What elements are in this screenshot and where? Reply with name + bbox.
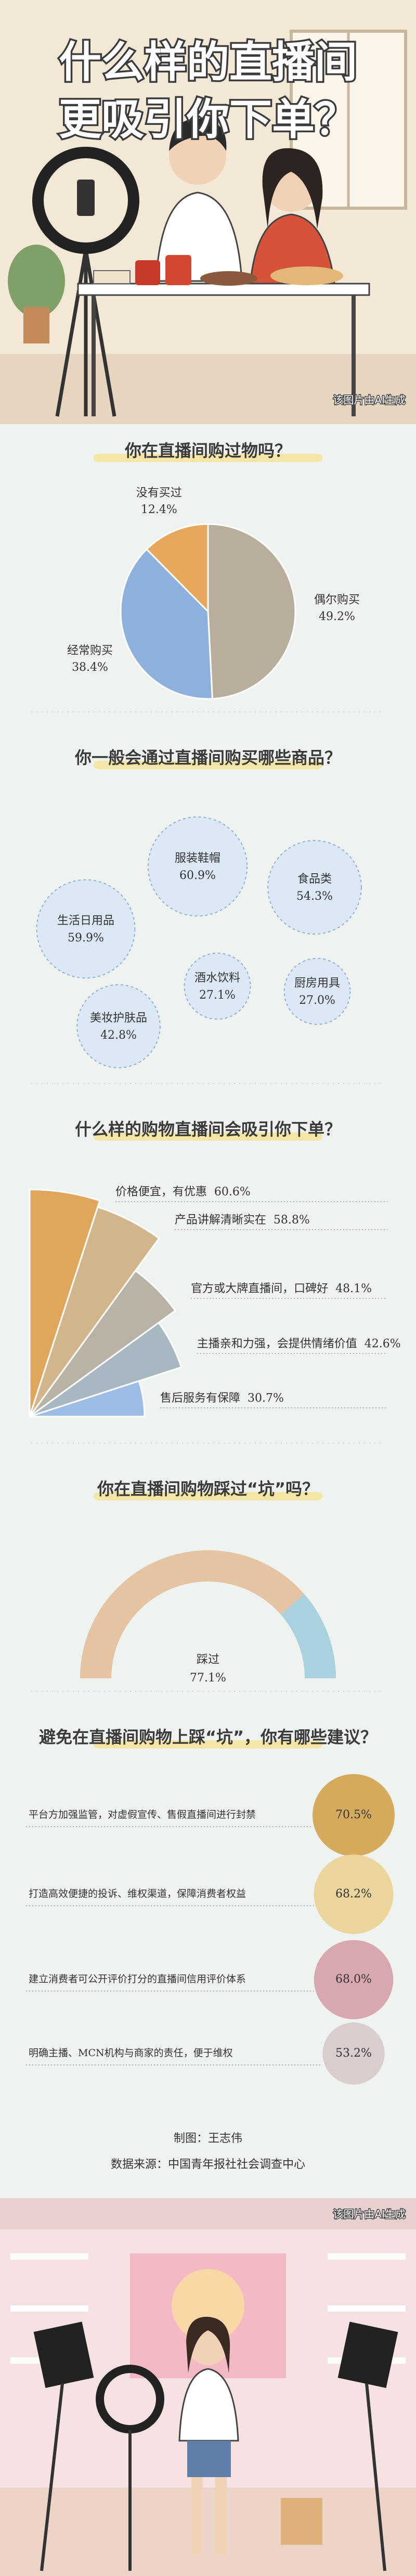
- fan-value: 58.8%: [274, 1214, 310, 1227]
- slice-label: 偶尔购买: [314, 593, 360, 606]
- section-title: 你在直播间购过物吗？: [124, 441, 291, 461]
- bubble: [36, 879, 136, 979]
- header-title: 更吸引你下单？: [59, 95, 357, 144]
- bubble-value: 54.3%: [296, 890, 333, 903]
- image-note: 该图片由AI生成: [333, 394, 406, 406]
- title-highlight: [94, 454, 322, 462]
- suggestion-value: 68.2%: [335, 1888, 372, 1901]
- section-title: 你一般会通过直播间购买哪些商品？: [74, 748, 341, 768]
- header-title: 什么样的直播间: [59, 37, 357, 87]
- fan-category: 价格便宜，有优惠: [115, 1185, 207, 1198]
- credit: 制图：王志伟: [174, 2132, 242, 2145]
- suggestion: 建立消费者可公开评价打分的直播间信用评价体系: [29, 1973, 246, 1985]
- fan-label: 售后服务有保障 30.7%: [160, 1392, 284, 1405]
- bubble: [267, 840, 362, 935]
- fan-value: 30.7%: [248, 1392, 284, 1405]
- gauge-label: 踩过: [197, 1653, 219, 1666]
- fan-wedge: [29, 1269, 177, 1418]
- fan-category: 产品讲解清晰实在: [175, 1214, 266, 1227]
- suggestion-bubble: [314, 1940, 394, 2020]
- suggestion-value: 68.0%: [335, 1973, 372, 1986]
- fan-wedge: [29, 1321, 183, 1418]
- bubble: [76, 984, 161, 1068]
- suggestion: 明确主播、MCN机构与商家的责任，便于维权: [29, 2047, 233, 2059]
- bubble-label: 美妆护肤品: [90, 1012, 147, 1025]
- title-highlight: [94, 761, 322, 769]
- fan-value: 48.1%: [335, 1282, 372, 1295]
- section-title: 避免在直播间购物上踩“坑”，你有哪些建议？: [39, 1727, 377, 1747]
- fan-category: 售后服务有保障: [160, 1392, 240, 1405]
- fan-wedge: [29, 1189, 101, 1417]
- pie-slice: [207, 523, 296, 700]
- section-title: 你在直播间购物踩过“坑”吗？: [97, 1479, 319, 1499]
- fan-category: 主播亲和力强，会提供情绪价值: [197, 1337, 357, 1350]
- bubble-label: 食品类: [297, 873, 332, 886]
- bubble: [147, 816, 248, 917]
- suggestion-bubble: [314, 1854, 394, 1934]
- section-title: 什么样的购物直播间会吸引你下单？: [75, 1119, 341, 1139]
- fan-value: 42.6%: [365, 1337, 401, 1350]
- suggestion-bubble: [322, 2022, 385, 2085]
- footer-illustration: [0, 2198, 416, 2576]
- fan-wedge: [29, 1206, 160, 1417]
- header-illustration: [0, 0, 416, 424]
- fan-label: 主播亲和力强，会提供情绪价值 42.6%: [197, 1337, 401, 1350]
- fan-value: 60.6%: [214, 1185, 251, 1198]
- title-highlight: [94, 1492, 322, 1500]
- bubble-value: 60.9%: [179, 869, 216, 882]
- bubble-label: 服装鞋帽: [175, 852, 220, 865]
- pie-slice: [145, 523, 209, 614]
- bubble-label: 酒水饮料: [194, 972, 240, 985]
- fan-category: 官方或大牌直播间，口碑好: [191, 1282, 328, 1295]
- slice-value: 49.2%: [319, 610, 355, 623]
- bubble: [283, 958, 351, 1025]
- suggestion-bubble: [313, 1774, 395, 1856]
- fan-label: 官方或大牌直播间，口碑好 48.1%: [191, 1282, 372, 1295]
- gauge-value: [80, 1550, 305, 1678]
- source: 数据来源：中国青年报社社会调查中心: [111, 2158, 305, 2171]
- fan-label: 产品讲解清晰实在 58.8%: [175, 1214, 310, 1227]
- image-note: 该图片由AI生成: [333, 2208, 406, 2221]
- pie-slice: [120, 548, 214, 700]
- slice-label: 没有买过: [136, 487, 182, 500]
- title-highlight: [94, 1132, 322, 1141]
- gauge-value-label: 77.1%: [190, 1672, 226, 1685]
- fan-wedge: [29, 1380, 146, 1418]
- bubble-label: 厨房用具: [294, 977, 340, 990]
- slice-value: 12.4%: [141, 503, 177, 516]
- bubble-value: 59.9%: [68, 932, 104, 945]
- bubble-value: 42.8%: [100, 1029, 137, 1042]
- suggestion-value: 53.2%: [335, 2047, 372, 2060]
- fan-label: 价格便宜，有优惠 60.6%: [115, 1185, 251, 1198]
- bubble: [184, 952, 251, 1020]
- slice-value: 38.4%: [72, 661, 108, 674]
- slice-label: 经常购买: [67, 644, 113, 657]
- suggestion: 打造高效便捷的投诉、维权渠道，保障消费者权益: [29, 1888, 246, 1899]
- title-highlight: [94, 1740, 322, 1749]
- bubble-label: 生活日用品: [57, 914, 114, 927]
- suggestion: 平台方加强监管，对虚假宣传、售假直播间进行封禁: [29, 1809, 256, 1820]
- suggestion-value: 70.5%: [335, 1808, 372, 1821]
- bubble-value: 27.1%: [199, 989, 236, 1002]
- bubble-value: 27.0%: [299, 994, 335, 1007]
